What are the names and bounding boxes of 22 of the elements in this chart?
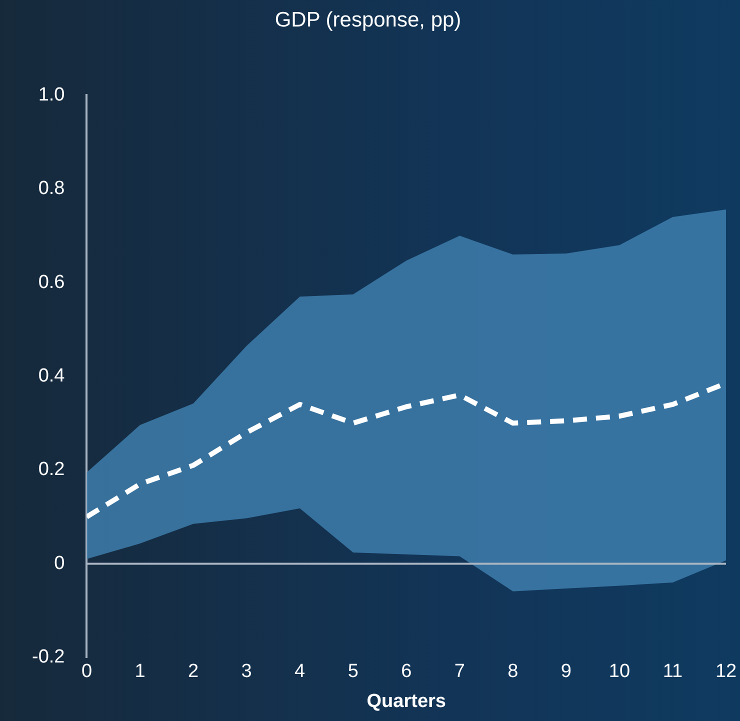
x-tick-label: 0 [81, 661, 92, 682]
chart-title: GDP (response, pp) [274, 8, 462, 32]
y-tick-label: 1.0 [38, 84, 65, 106]
x-tick-label: 2 [188, 661, 199, 682]
x-tick-label: 5 [348, 661, 358, 682]
y-tick-label: 0.4 [38, 366, 66, 387]
x-tick-label: 3 [241, 661, 252, 682]
x-tick-label: 6 [401, 661, 412, 682]
x-tick-label: 11 [662, 661, 683, 682]
y-tick-label: 0.2 [38, 459, 65, 480]
x-tick-label: 7 [454, 661, 465, 682]
x-tick-label: 12 [715, 661, 737, 682]
x-axis-title: Quarters [366, 690, 446, 712]
y-tick-label: -0.2 [32, 646, 65, 668]
y-tick-label: 0.8 [38, 178, 65, 200]
y-tick-label: 0.6 [38, 272, 65, 293]
x-tick-label: 4 [294, 661, 306, 682]
x-tick-label: 8 [508, 661, 518, 682]
x-tick-label: 1 [134, 661, 146, 682]
y-tick-label: 0 [54, 552, 65, 574]
x-tick-label: 10 [608, 661, 630, 682]
x-tick-label: 9 [560, 661, 572, 682]
